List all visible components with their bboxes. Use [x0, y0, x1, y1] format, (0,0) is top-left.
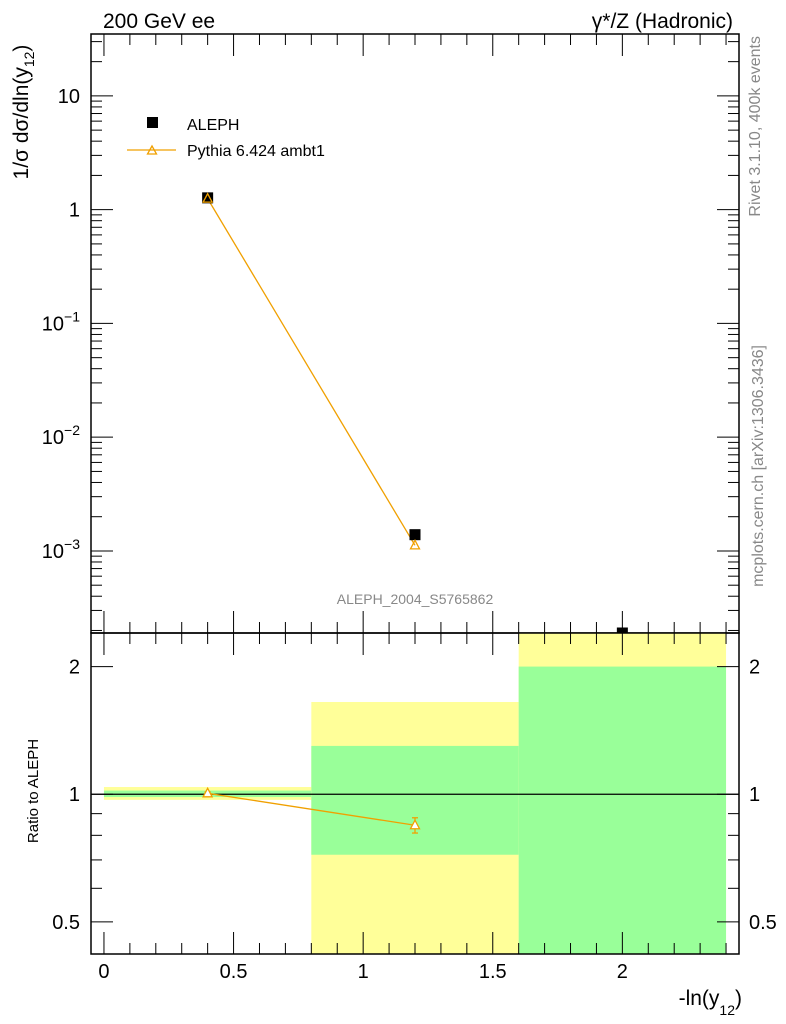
x-tick-label: 1.5: [479, 961, 507, 983]
ratio-y-tick-label-right: 2: [749, 657, 760, 679]
main-y-axis-label: 1/σ dσ/dln(y12): [10, 45, 37, 180]
legend-mc-label: Pythia 6.424 ambt1: [187, 143, 325, 160]
mc-series-line: [207, 198, 416, 546]
analysis-watermark: ALEPH_2004_S5765862: [337, 591, 494, 607]
x-tick-label: 0.5: [220, 961, 248, 983]
aleph-data-point: [409, 529, 421, 541]
x-tick-label: 2: [617, 961, 628, 983]
y-tick-label: 10−1: [42, 308, 80, 335]
x-tick-label: 1: [358, 961, 369, 983]
legend-data-label: ALEPH: [187, 117, 239, 134]
y-tick-label: 10: [58, 86, 80, 108]
y-tick-label: 10−3: [42, 536, 80, 563]
mc-data-point: [409, 538, 421, 550]
ratio-panel: 0 0.5 1 1.5 2 0.5 0.5 1 1 2 2 Ratio to ALEPH -ln(y…: [25, 632, 777, 1018]
ratio-mc-point: [202, 786, 214, 798]
ratio-y-axis-label: Ratio to ALEPH: [25, 739, 42, 843]
x-tick-label: 0: [98, 961, 109, 983]
ratio-y-tick-label-right: 0.5: [749, 912, 777, 934]
header-right-title: γ*/Z (Hadronic): [592, 10, 733, 33]
legend: ALEPH Pythia 6.424 ambt1: [127, 117, 325, 160]
main-panel: 10−3 10−2 10−1 1 10 ALEPH_2004_S5765862 1/σ …: [10, 33, 740, 639]
ratio-y-tick-label-right: 1: [749, 784, 760, 806]
ratio-y-tick-label-left: 2: [69, 657, 80, 679]
rivet-version-label: Rivet 3.1.10, 400k events: [747, 36, 764, 217]
header-left-title: 200 GeV ee: [103, 10, 215, 33]
ratio-y-tick-label-left: 1: [69, 784, 80, 806]
mc-data-point: [202, 192, 214, 203]
legend-data-marker: [147, 117, 158, 128]
x-axis-label: -ln(y12): [679, 987, 742, 1018]
ratio-band-inner: [518, 666, 727, 954]
mcplots-source-label: mcplots.cern.ch [arXiv:1306.3436]: [750, 345, 767, 587]
ratio-mc-point: [409, 818, 421, 830]
y-tick-label: 10−2: [42, 422, 80, 449]
y-tick-label: 1: [69, 200, 80, 222]
aleph-data-point: [202, 192, 214, 204]
legend-mc-marker: [146, 144, 158, 155]
ratio-y-tick-label-left: 0.5: [52, 912, 80, 934]
ratio-band-inner: [311, 745, 519, 855]
ratio-mc-line: [207, 792, 416, 826]
